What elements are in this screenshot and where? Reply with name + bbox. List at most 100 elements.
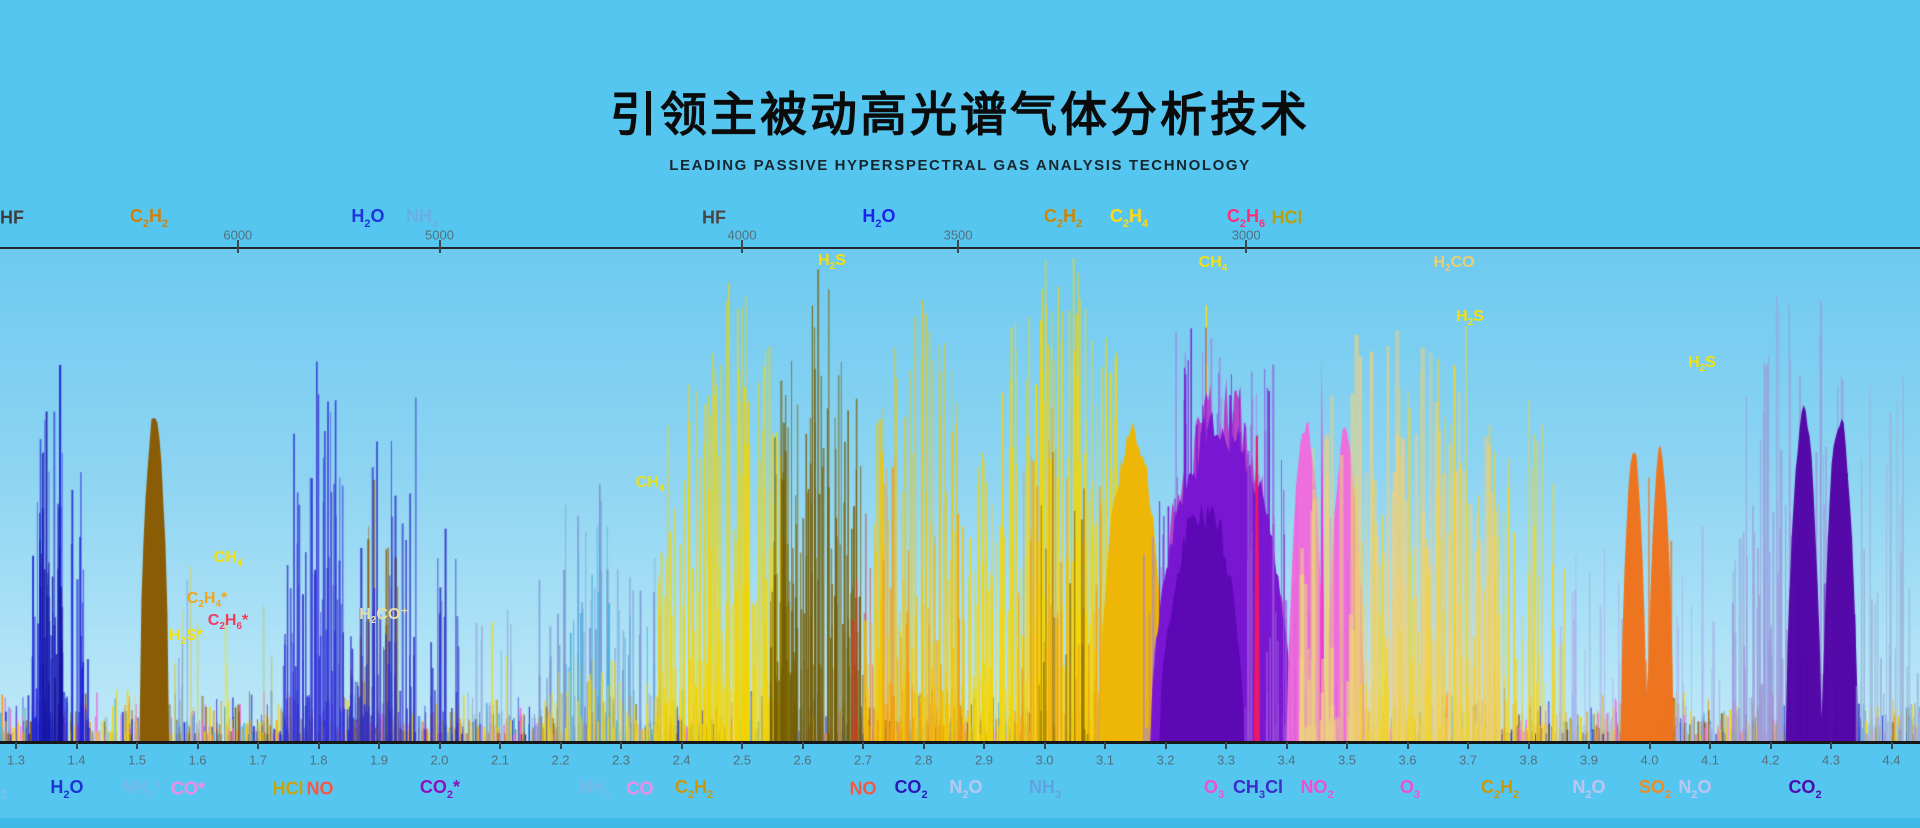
wavenumber-tick-mark: [957, 240, 960, 253]
gas-label: H2O: [351, 206, 385, 230]
wavenumber-tick-label: 6000: [223, 227, 253, 243]
gas-label: HCl: [1271, 207, 1303, 228]
footer-strip: [0, 818, 1920, 828]
gas-label: CH4: [635, 473, 665, 495]
wavelength-tick-mark: [15, 742, 17, 749]
wavenumber-tick-mark: [438, 240, 441, 253]
wavelength-tick-label: 4.2: [1761, 752, 1780, 768]
wavelength-tick-label: 2.4: [672, 752, 691, 768]
wavelength-tick-label: 4.3: [1821, 752, 1841, 768]
gas-label: HF: [0, 207, 24, 228]
gas-label: NH3*: [121, 777, 161, 801]
gas-label: NH3: [578, 777, 612, 801]
wavelength-tick-mark: [1467, 742, 1469, 749]
wavelength-tick-label: 1.4: [67, 752, 86, 768]
gas-label: C2H6: [1226, 206, 1266, 230]
wavelength-tick-label: 3.6: [1398, 752, 1417, 768]
wavenumber-tick-label: 3000: [1231, 227, 1261, 243]
wavelength-tick-mark: [1104, 742, 1106, 749]
gas-label: O3: [1399, 777, 1421, 801]
wavelength-tick-label: 2.0: [430, 752, 449, 768]
wavelength-tick-label: 3.1: [1095, 752, 1115, 768]
wavelength-tick-label: 2.3: [611, 752, 631, 768]
wavenumber-tick-mark: [1245, 240, 1248, 253]
wavelength-tick-label: 4.4: [1882, 752, 1901, 768]
wavelength-tick-label: 3.2: [1156, 752, 1175, 768]
wavelength-tick-mark: [801, 742, 804, 749]
wavelength-tick-label: 3.5: [1337, 752, 1357, 768]
wavelength-tick-mark: [1164, 742, 1167, 749]
gas-label: N2O: [949, 777, 983, 801]
wavelength-tick-mark: [1043, 742, 1046, 749]
wavelength-tick-mark: [1588, 742, 1590, 749]
wavelength-tick-mark: [1830, 742, 1832, 749]
gas-label: CO2: [894, 777, 928, 801]
page-title: 引领主被动高光谱气体分析技术: [610, 88, 1310, 141]
gas-label: H2CO⁺: [359, 605, 409, 627]
gas-label: H2S*: [168, 626, 204, 648]
wavelength-tick-mark: [1527, 742, 1530, 749]
gas-label: H2S: [1688, 353, 1716, 375]
gas-label: C2H2: [1480, 777, 1520, 801]
gas-label: C2H4: [1109, 206, 1149, 230]
wavelength-tick-mark: [680, 742, 683, 749]
wavelength-tick-label: 1.3: [6, 752, 26, 768]
wavenumber-tick-mark: [236, 240, 239, 253]
wavelength-tick-label: 2.9: [974, 752, 994, 768]
page-subtitle: LEADING PASSIVE HYPERSPECTRAL GAS ANALYS…: [669, 157, 1251, 174]
wavelength-tick-label: 2.8: [914, 752, 933, 768]
wavelength-tick-label: 3.9: [1579, 752, 1599, 768]
wavelength-tick-label: 4.1: [1700, 752, 1720, 768]
wavelength-tick-mark: [136, 742, 138, 749]
wavelength-tick-mark: [1769, 742, 1772, 749]
wavelength-tick-mark: [1225, 742, 1227, 749]
wavelength-tick-mark: [317, 742, 320, 749]
gas-label: CH3Cl: [1232, 777, 1284, 801]
wavelength-tick-label: 3.8: [1519, 752, 1538, 768]
gas-label: N2O: [1678, 777, 1712, 801]
wavelength-tick-label: 2.7: [853, 752, 873, 768]
gas-label: C2H2: [129, 206, 169, 230]
gas-label: NO2: [1300, 777, 1334, 801]
gas-label: CH4: [1198, 253, 1228, 275]
wavelength-tick-mark: [620, 742, 622, 749]
wavelength-tick-mark: [1346, 742, 1348, 749]
gas-label: SO2: [1638, 777, 1672, 801]
gas-label: NH3: [405, 206, 439, 230]
wavelength-tick-label: 3.0: [1035, 752, 1054, 768]
wavelength-tick-mark: [1406, 742, 1409, 749]
gas-label: C2H4*: [186, 589, 228, 611]
gas-label: 2: [0, 788, 8, 801]
wavelength-tick-mark: [741, 742, 743, 749]
wavelength-tick-label: 1.6: [188, 752, 207, 768]
gas-label: H2O: [50, 777, 84, 801]
bottom-axis-line: [0, 741, 1920, 744]
wavelength-tick-mark: [559, 742, 562, 749]
gas-label: O3: [1203, 777, 1225, 801]
wavelength-tick-mark: [75, 742, 78, 749]
gas-label: CO: [626, 778, 654, 799]
top-axis-line: [0, 247, 1920, 249]
wavenumber-tick-label: 5000: [425, 227, 454, 243]
wavelength-tick-mark: [983, 742, 985, 749]
gas-label: CO2: [1788, 777, 1822, 801]
gas-label: HF: [702, 207, 726, 228]
wavelength-tick-label: 4.0: [1640, 752, 1659, 768]
gas-label: NO: [849, 778, 877, 799]
wavelength-tick-mark: [1285, 742, 1288, 749]
gas-label: H2O: [862, 206, 896, 230]
spectra-canvas: [0, 248, 1920, 742]
gas-label: NO: [306, 778, 334, 799]
gas-label: H2S: [818, 251, 846, 273]
wavelength-tick-label: 1.5: [127, 752, 147, 768]
wavelength-tick-mark: [922, 742, 925, 749]
gas-label: C2H2: [674, 777, 714, 801]
wavelength-tick-mark: [1648, 742, 1651, 749]
gas-label: C2H2: [1043, 206, 1083, 230]
wavenumber-tick-mark: [741, 240, 743, 253]
wavenumber-tick-label: 4000: [727, 227, 757, 243]
gas-label: CO*: [170, 778, 206, 799]
